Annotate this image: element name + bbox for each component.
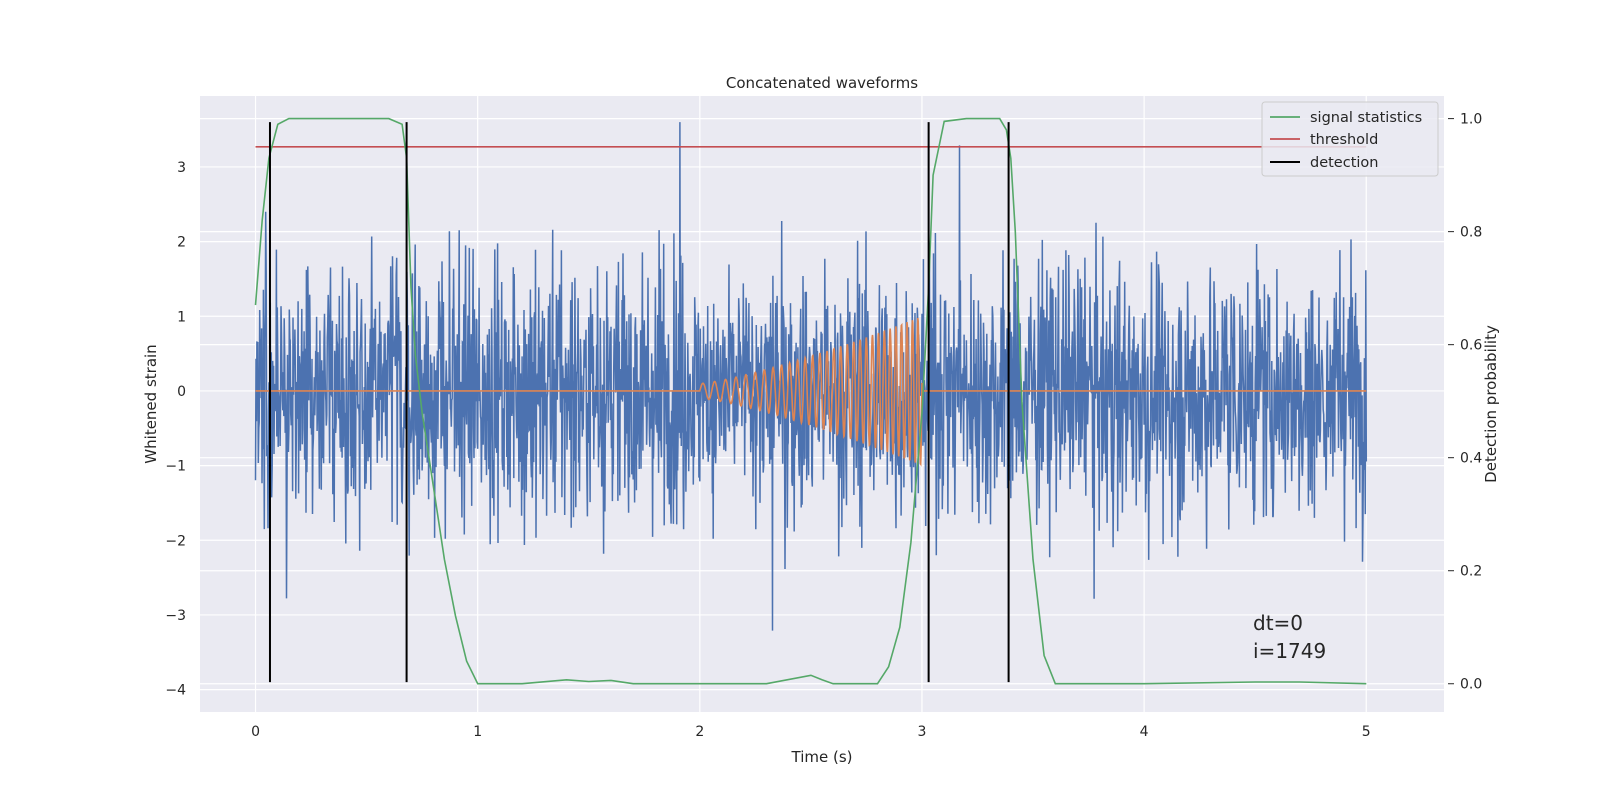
y-tick-label-0: −4: [165, 683, 186, 699]
y-tick-label-5: 1: [177, 309, 186, 325]
y-tick-label-4: 0: [177, 384, 186, 400]
y-axis-label: Whitened strain: [142, 344, 160, 463]
x-tick-label-2: 2: [695, 724, 704, 740]
chart-title: Concatenated waveforms: [726, 74, 918, 92]
x-tick-label-5: 5: [1362, 724, 1371, 740]
x-tick-label-1: 1: [473, 724, 482, 740]
right-y-tick-label-3: 0.6: [1460, 338, 1482, 354]
y-axis-ticks: −4 −3 −2 −1 0 1 2 3: [165, 160, 186, 699]
right-y-tick-label-0: 0.0: [1460, 677, 1482, 693]
right-y-tick-label-4: 0.8: [1460, 225, 1482, 241]
annotation-dt: dt=0: [1253, 611, 1303, 635]
y-tick-label-7: 3: [177, 160, 186, 176]
right-y-axis-ticks: 0.0 0.2 0.4 0.6 0.8 1.0: [1448, 112, 1482, 693]
y-tick-label-3: −1: [165, 459, 186, 475]
y-tick-label-6: 2: [177, 235, 186, 251]
x-tick-label-0: 0: [251, 724, 260, 740]
x-axis-ticks: 0 1 2 3 4 5: [251, 724, 1371, 740]
legend-label-detection: detection: [1310, 155, 1378, 171]
right-y-tick-label-2: 0.4: [1460, 451, 1482, 467]
legend-label-threshold: threshold: [1310, 132, 1378, 148]
x-axis-label: Time (s): [791, 748, 853, 766]
right-y-axis-label: Detection probability: [1482, 325, 1500, 483]
template-chirp-series: [255, 317, 1367, 467]
annotation-i: i=1749: [1253, 639, 1326, 663]
legend-label-signal-statistics: signal statistics: [1310, 110, 1422, 126]
right-y-tick-label-5: 1.0: [1460, 112, 1482, 128]
right-y-tick-label-1: 0.2: [1460, 564, 1482, 580]
legend-box: [1261, 101, 1439, 177]
y-tick-label-2: −2: [165, 533, 186, 549]
detection-series: [268, 122, 1010, 683]
x-tick-label-4: 4: [1140, 724, 1149, 740]
y-tick-label-1: −3: [165, 608, 186, 624]
x-tick-label-3: 3: [918, 724, 927, 740]
legend: signal statistics threshold detection: [1261, 101, 1439, 177]
